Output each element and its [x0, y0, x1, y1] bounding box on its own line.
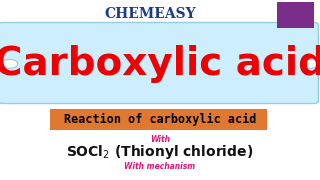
Text: Carboxylic acid: Carboxylic acid: [0, 45, 320, 83]
Text: SOCl$_2$ (Thionyl chloride): SOCl$_2$ (Thionyl chloride): [66, 143, 254, 161]
Text: Reaction of carboxylic acid: Reaction of carboxylic acid: [64, 113, 256, 126]
Text: With: With: [150, 135, 170, 144]
FancyBboxPatch shape: [50, 109, 267, 130]
FancyBboxPatch shape: [277, 2, 314, 28]
Circle shape: [302, 59, 318, 68]
Text: CHEMEASY: CHEMEASY: [105, 6, 196, 21]
FancyBboxPatch shape: [0, 22, 318, 103]
Circle shape: [2, 59, 18, 68]
Text: With mechanism: With mechanism: [124, 162, 196, 171]
